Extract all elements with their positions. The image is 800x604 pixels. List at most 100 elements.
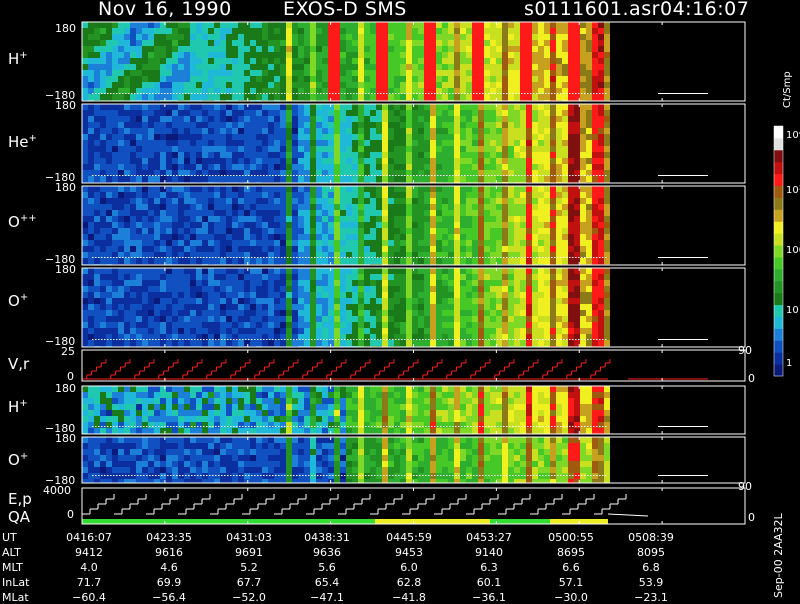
spectrogram-cell-o-plus [334,286,340,292]
spectrogram-cell-he-plus [364,164,370,170]
spectrogram-cell-o-plus-plus [94,192,100,198]
spectrogram-cell-o-plus-plus [364,240,370,246]
spectrogram-cell-o-plus-plus [220,210,226,216]
spectrogram-cell-h-plus [496,82,502,88]
spectrogram-cell-he-plus [586,110,592,116]
spectrogram-cell-h-plus [172,58,178,64]
spectrogram-cell-he-plus [316,176,322,182]
spectrogram-cell-o-plus [286,274,292,280]
spectrogram-cell-he-plus [442,152,448,158]
spectrogram-cell-h-plus [478,34,484,40]
spectrogram-cell-o-plus [238,334,244,340]
spectrogram-cell-o-plus [172,274,178,280]
trace-line [476,257,478,258]
spectrogram-cell-h-plus [544,70,550,76]
spectrogram-cell-o-plus [268,310,274,316]
spectrogram-cell-he-plus [88,110,94,116]
spectrogram-cell-he-plus [238,164,244,170]
spectrogram-cell-h-plus [304,70,310,76]
spectrogram-cell-o-plus-plus [322,216,328,222]
trace-line [104,175,106,176]
spectrogram-cell-he-plus [508,104,514,110]
spectrogram-cell-he-plus [286,116,292,122]
spectrogram-cell-o-plus-plus [88,252,94,258]
trace-line [290,93,292,94]
spectrogram-cell-o-plus [256,280,262,286]
spectrogram-cell-h-plus [460,22,466,28]
spectrogram-cell-h-plus [574,28,580,34]
spectrogram-cell-o-plus [256,274,262,280]
spectrogram-cell-h-plus [88,88,94,94]
spectrogram-cell-he-plus [328,152,334,158]
spectrogram-cell-h-plus [292,58,298,64]
trace-line [149,93,151,94]
spectrogram-cell-h-plus [112,28,118,34]
spectrogram-cell-o-plus-plus [100,240,106,246]
spectrogram-cell-he-plus [172,134,178,140]
spectrogram-cell-he-plus [172,164,178,170]
spectrogram-cell-o-plus-plus [208,234,214,240]
spectrogram-cell-he-plus [484,110,490,116]
spectrogram-cell-h-plus [214,70,220,76]
spectrogram-cell-o-plus-plus [412,198,418,204]
spectrogram-cell-o-plus-plus [232,240,238,246]
trace-line [392,257,394,258]
spectrogram-cell-o-plus-plus [400,246,406,252]
spectrogram-cell-o-plus [364,310,370,316]
spectrogram-cell-o-plus-plus [562,228,568,234]
trace-line [317,257,319,258]
trace-line [419,175,421,176]
spectrogram-cell-he-plus [226,164,232,170]
spectrogram-cell-h-plus [586,52,592,58]
spectrogram-cell-o-plus-plus [580,258,586,264]
spectrogram-cell-he-plus [454,146,460,152]
spectrogram-cell-he-plus [130,104,136,110]
spectrogram-cell-h-plus [172,94,178,100]
spectrogram-cell-h-plus [346,22,352,28]
spectrogram-cell-h-plus [442,64,448,70]
trace-line [569,93,571,94]
spectrogram-cell-o-plus-plus [100,210,106,216]
spectrogram-cell-h-plus [208,76,214,82]
spectrogram-cell-o-plus-plus [322,198,328,204]
spectrogram-cell-he-plus [508,134,514,140]
spectrogram-cell-o-plus [250,328,256,334]
spectrogram-cell-he-plus [208,164,214,170]
spectrogram-cell-o-plus-plus [598,234,604,240]
spectrogram-cell-he-plus [82,116,88,122]
spectrogram-cell-o-plus [310,280,316,286]
spectrogram-cell-he-plus [478,176,484,182]
spectrogram-cell-o-plus-plus [424,222,430,228]
spectrogram-cell-he-plus [112,176,118,182]
spectrogram-cell-o-plus [280,292,286,298]
spectrogram-cell-he-plus [262,158,268,164]
spectrogram-cell-o-plus-plus [550,216,556,222]
spectrogram-cell-he-plus [532,134,538,140]
spectrogram-cell-h-plus [598,34,604,40]
trace-line [395,93,397,94]
spectrogram-cell-he-plus [112,164,118,170]
spectrogram-cell-h-plus [232,94,238,100]
spectrogram-cell-h-plus [514,58,520,64]
spectrogram-cell-h-plus [496,58,502,64]
spectrogram-cell-h-plus [286,88,292,94]
spectrogram-cell-he-plus [412,164,418,170]
spectrogram-cell-o-plus [88,316,94,322]
spectrogram-cell-he-plus [382,134,388,140]
spectrogram-cell-he-plus [316,104,322,110]
spectrogram-cell-o-plus-plus [88,228,94,234]
spectrogram-cell-h-plus [256,82,262,88]
spectrogram-cell-o-plus-plus [82,198,88,204]
spectrogram-cell-h-plus [424,22,430,28]
trace-line [539,175,541,176]
spectrogram-cell-h-plus [406,40,412,46]
spectrogram-cell-he-plus [256,170,262,176]
spectrogram-cell-o-plus [130,280,136,286]
trace-line [545,93,547,94]
file-name: s0111601.asr [524,0,660,20]
trace-line [527,257,529,258]
spectrogram-cell-h-plus [424,40,430,46]
trace-line [155,93,157,94]
spectrogram-cell-h-plus [244,94,250,100]
spectrogram-cell-he-plus [112,104,118,110]
